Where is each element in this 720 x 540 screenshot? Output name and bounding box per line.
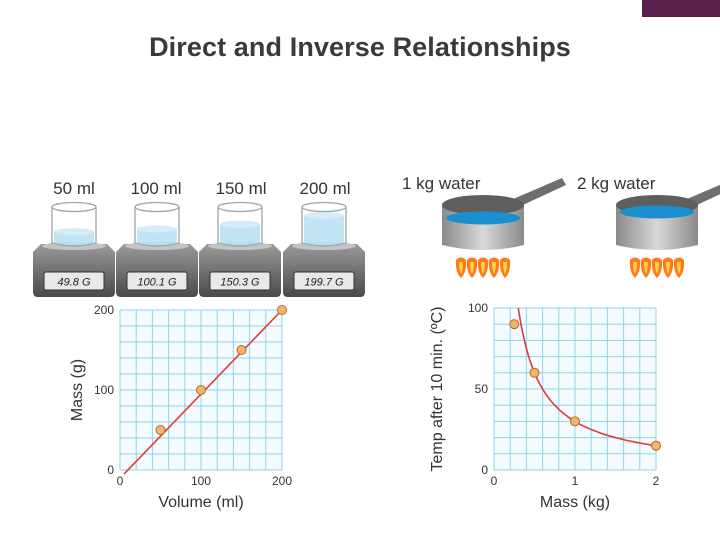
scale-reading: 199.7 G: [304, 277, 344, 289]
beaker-label-3: 150 ml: [215, 179, 267, 198]
y-axis-label: Temp after 10 min. (ºC): [429, 307, 446, 472]
liquid-surface: [220, 220, 260, 228]
liquid-surface: [137, 225, 177, 233]
flame-core: [677, 262, 681, 274]
beaker-liquid: [220, 224, 260, 245]
flame-core: [470, 262, 474, 274]
pot-water: [446, 211, 520, 225]
beaker-glass: [51, 207, 97, 247]
beaker-on-scale: 100.1 G: [116, 201, 198, 297]
data-point: [155, 425, 166, 435]
beaker-label-2: 100 ml: [130, 179, 182, 198]
beaker-rim: [134, 201, 180, 213]
flame-core: [644, 262, 648, 274]
beaker-on-scale: 199.7 G: [283, 201, 365, 297]
flame-core: [481, 262, 485, 274]
flame-core: [503, 262, 507, 274]
flame-core: [492, 262, 496, 274]
liquid-surface: [304, 211, 344, 219]
x-tick-label: 0: [117, 474, 124, 488]
x-tick-label: 200: [272, 474, 292, 488]
scale-reading: 150.3 G: [220, 277, 260, 289]
x-tick-label: 2: [653, 474, 660, 488]
pot-label-2kg: 2 kg water: [577, 174, 656, 193]
y-tick-label: 0: [107, 463, 114, 477]
x-tick-label: 1: [572, 474, 579, 488]
beaker-liquid: [137, 229, 177, 245]
flame-core: [459, 262, 463, 274]
flame-core: [655, 262, 659, 274]
beaker-glass: [217, 207, 263, 247]
y-tick-label: 100: [468, 301, 488, 315]
temp-mass-chart: 0 1 2 0 50 100 Mass (kg) Temp after 10 min. (ºC…: [429, 301, 661, 511]
beaker-label-4: 200 ml: [299, 179, 351, 198]
slide-title: Direct and Inverse Relationships: [149, 32, 571, 62]
mass-volume-chart: 0 100 200 0 100 200 Volume (ml) Mass (g): [69, 303, 292, 511]
scale-display: [209, 271, 271, 291]
y-tick-label: 200: [94, 303, 114, 317]
data-point: [570, 416, 580, 427]
scale-reading: 100.1 G: [137, 277, 177, 289]
beaker-glass: [134, 207, 180, 247]
pot-water: [620, 205, 694, 219]
y-tick-label: 50: [475, 382, 489, 396]
beaker-on-scale: 49.8 G: [33, 201, 115, 297]
corner-tab: [642, 0, 720, 17]
beaker-glass: [301, 207, 347, 247]
y-axis-label: Mass (g): [69, 359, 86, 421]
x-axis-label: Volume (ml): [158, 494, 243, 511]
beaker-liquid: [54, 231, 94, 245]
data-point: [277, 305, 287, 315]
scale-display: [126, 271, 188, 291]
scale-display: [293, 271, 355, 291]
beaker-liquid: [304, 215, 344, 245]
scale-reading: 49.8 G: [57, 277, 90, 289]
beaker-on-scale: 150.3 G: [199, 201, 281, 297]
pot-rim: [442, 195, 524, 215]
flame-core: [666, 262, 670, 274]
scale-display: [43, 271, 105, 291]
y-tick-label: 100: [94, 383, 114, 397]
series-line: [517, 307, 657, 447]
x-tick-label: 100: [191, 474, 211, 488]
x-axis-label: Mass (kg): [540, 494, 610, 511]
data-point: [236, 345, 247, 355]
data-point: [509, 319, 520, 330]
data-point: [196, 385, 206, 395]
x-tick-label: 0: [491, 474, 498, 488]
data-point: [529, 367, 540, 378]
liquid-surface: [54, 228, 94, 236]
pot-on-burner: [442, 178, 566, 278]
beaker-label-1: 50 ml: [53, 179, 95, 198]
beaker-rim: [301, 201, 347, 213]
flame-core: [633, 262, 637, 274]
pot-on-burner: [616, 184, 720, 278]
pot-label-1kg: 1 kg water: [402, 174, 481, 193]
beaker-rim: [51, 201, 97, 213]
data-point: [651, 440, 661, 451]
beaker-rim: [217, 201, 263, 213]
y-tick-label: 0: [481, 463, 488, 477]
